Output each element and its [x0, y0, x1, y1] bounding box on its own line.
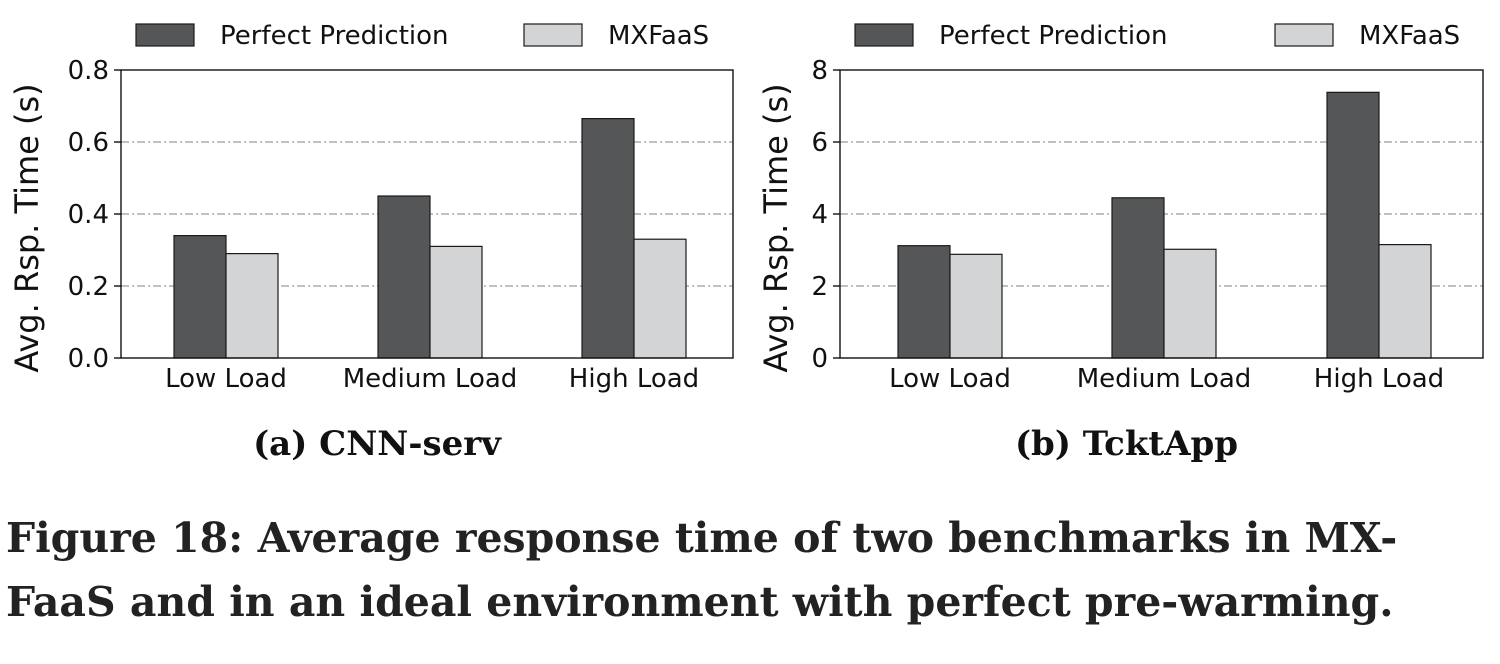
- legend-swatch-perfect-prediction: [854, 23, 914, 47]
- x-tick-label: Medium Load: [343, 364, 518, 394]
- bar-perfect-prediction: [377, 195, 431, 359]
- y-tick-label: 0.0: [68, 344, 109, 374]
- x-tick-label: Low Load: [889, 364, 1011, 394]
- x-tick-label: High Load: [1314, 364, 1444, 394]
- legend-swatch-perfect-prediction: [135, 23, 195, 47]
- subfigure-caption: (b) TcktApp: [1015, 424, 1238, 464]
- bar-mxfaas: [225, 253, 279, 359]
- legend-label-mxfaas: MXFaaS: [1359, 21, 1460, 51]
- legend-swatch-mxfaas: [523, 23, 583, 47]
- bar-mxfaas: [949, 253, 1003, 359]
- bar-mxfaas: [1378, 244, 1432, 359]
- y-tick-label: 0.2: [68, 272, 109, 302]
- x-tick-label: Medium Load: [1077, 364, 1252, 394]
- y-tick-label: 0: [811, 344, 828, 374]
- x-tick-label: High Load: [569, 364, 699, 394]
- legend-label-perfect-prediction: Perfect Prediction: [939, 21, 1168, 51]
- y-tick-label: 8: [811, 56, 828, 86]
- y-tick-label: 0.8: [68, 56, 109, 86]
- y-tick-label: 0.4: [68, 200, 109, 230]
- bar-mxfaas: [429, 245, 483, 359]
- y-tick-label: 0.6: [68, 128, 109, 158]
- legend-label-mxfaas: MXFaaS: [608, 21, 709, 51]
- bar-mxfaas: [1163, 248, 1217, 359]
- bar-perfect-prediction: [173, 235, 227, 359]
- subfigure-caption: (a) CNN-serv: [253, 424, 502, 464]
- bar-perfect-prediction: [581, 117, 635, 359]
- y-tick-label: 6: [811, 128, 828, 158]
- bar-perfect-prediction: [1111, 197, 1165, 359]
- y-tick-label: 2: [811, 272, 828, 302]
- bar-mxfaas: [633, 238, 687, 359]
- figure-caption: Figure 18: Average response time of two …: [6, 514, 1398, 626]
- bar-perfect-prediction: [897, 245, 951, 359]
- y-tick-label: 4: [811, 200, 828, 230]
- legend-label-perfect-prediction: Perfect Prediction: [220, 21, 449, 51]
- y-axis-label: Avg. Rsp. Time (s): [8, 83, 46, 372]
- legend-swatch-mxfaas: [1274, 23, 1334, 47]
- x-tick-label: Low Load: [165, 364, 287, 394]
- y-axis-label: Avg. Rsp. Time (s): [757, 83, 795, 372]
- bar-perfect-prediction: [1326, 91, 1380, 359]
